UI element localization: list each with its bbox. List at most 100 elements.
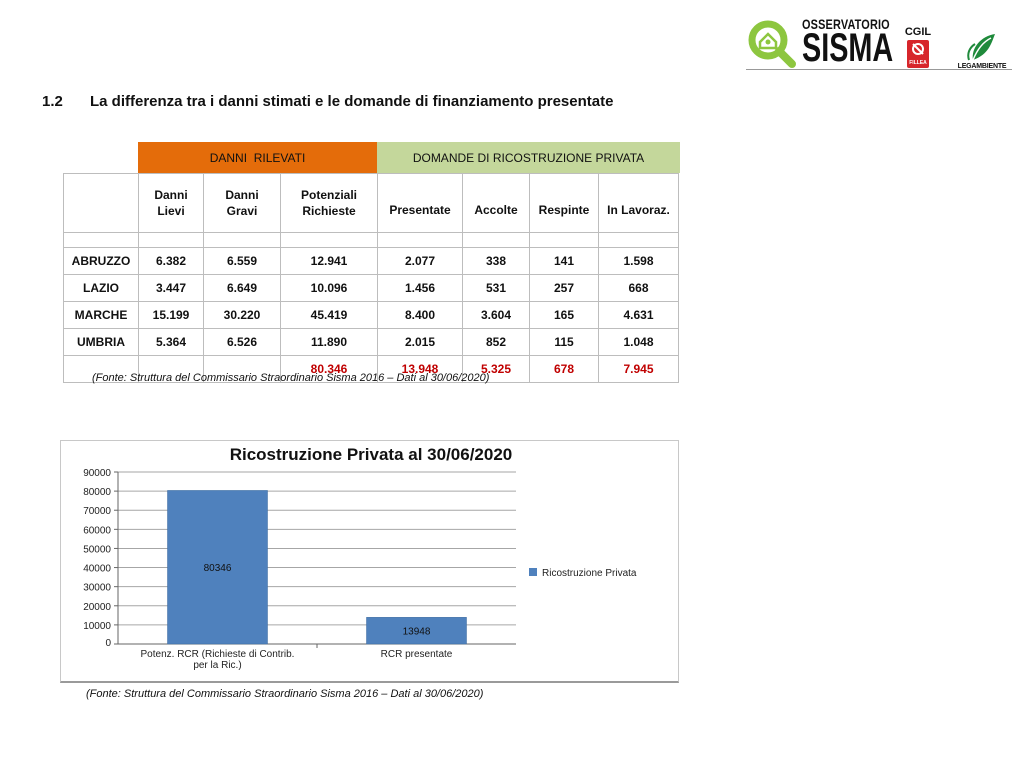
table-cell: 6.526: [203, 328, 281, 356]
header-logos: OSSERVATORIO SISMA CGIL FILLEA LEGAMBIEN…: [746, 12, 1012, 72]
x-category-label: per la Ric.): [193, 660, 241, 671]
table-source-note: (Fonte: Struttura del Commissario Straor…: [92, 372, 490, 384]
column-header: [63, 173, 139, 233]
domande-ricostruzione-header: DOMANDE DI RICOSTRUZIONE PRIVATA: [377, 142, 680, 173]
column-header-label: Danni Gravi: [225, 188, 259, 218]
column-header-presentate: Presentate: [377, 173, 463, 233]
chart-title: Ricostruzione Privata al 30/06/2020: [230, 445, 513, 464]
y-tick-label: 30000: [83, 583, 111, 594]
total-cell: 80.346: [280, 355, 378, 383]
logo-cgil-text: CGIL: [904, 26, 932, 38]
section-title: La differenza tra i danni stimati e le d…: [90, 93, 614, 110]
cgil-symbol-icon: [912, 43, 924, 55]
logo-sisma-text: SISMA: [802, 26, 894, 70]
table-cell: 1.598: [598, 247, 679, 275]
y-tick-label: 90000: [83, 468, 111, 479]
table-row-marche: MARCHE 15.199 30.220 45.419 8.400 3.604 …: [63, 301, 679, 329]
logo-legambiente-text: LEGAMBIENTE: [957, 63, 1007, 70]
y-tick-label: 50000: [83, 544, 111, 555]
table-row-lazio: LAZIO 3.447 6.649 10.096 1.456 531 257 6…: [63, 274, 679, 302]
x-category-label: RCR presentate: [381, 649, 453, 660]
region-cell: ABRUZZO: [63, 247, 139, 275]
table-cell: 257: [529, 274, 599, 302]
table-cell: 3.604: [462, 301, 530, 329]
legend-label: Ricostruzione Privata: [542, 568, 637, 579]
region-cell: UMBRIA: [63, 328, 139, 356]
table-cell: 12.941: [280, 247, 378, 275]
cgil-logo: CGIL FILLEA: [901, 26, 935, 70]
y-tick-label: 60000: [83, 525, 111, 536]
ricostruzione-privata-chart: Ricostruzione Privata al 30/06/2020 0 1000…: [83, 445, 637, 671]
y-tick-label: 20000: [83, 602, 111, 613]
table-cell: 45.419: [280, 301, 378, 329]
column-header-potenziali-richieste: Potenziali Richieste: [280, 173, 378, 233]
cgil-flag-icon: [907, 40, 929, 68]
table-cell: 6.649: [203, 274, 281, 302]
column-header-label: Presentate: [389, 203, 451, 217]
logo-fillea-text: FILLEA: [909, 60, 927, 66]
header-divider: [746, 69, 1012, 70]
table-cell: 4.631: [598, 301, 679, 329]
total-cell: [63, 355, 139, 383]
y-tick-label: 80000: [83, 487, 111, 498]
domande-ricostruzione-label: DOMANDE DI RICOSTRUZIONE PRIVATA: [412, 150, 645, 165]
column-header-label: Respinte: [538, 203, 590, 217]
logo-osservatorio-text: OSSERVATORIO: [802, 16, 890, 32]
y-tick-label: 70000: [83, 506, 111, 517]
table-cell: 852: [462, 328, 530, 356]
table-totals-row: 80.346 13.948 5.325 678 7.945: [63, 355, 679, 383]
table-header-row: Danni Lievi Danni Gravi Potenziali Richi…: [63, 173, 679, 233]
total-cell: 13.948: [377, 355, 463, 383]
danni-rilevati-header: DANNI RILEVATI: [138, 142, 377, 173]
table-row-umbria: UMBRIA 5.364 6.526 11.890 2.015 852 115 …: [63, 328, 679, 356]
table-cell: 10.096: [280, 274, 378, 302]
chart-frame: Ricostruzione Privata al 30/06/2020 0 1000…: [60, 440, 679, 683]
osservatorio-magnifier-icon: [748, 20, 796, 68]
total-cell: 678: [529, 355, 599, 383]
legend-swatch: [529, 568, 537, 576]
chart-source-note: (Fonte: Struttura del Commissario Straor…: [86, 688, 484, 700]
table-cell: 6.382: [138, 247, 204, 275]
table-cell: 3.447: [138, 274, 204, 302]
table-cell: 15.199: [138, 301, 204, 329]
legambiente-logo: LEGAMBIENTE: [951, 30, 1013, 72]
table-cell: 2.077: [377, 247, 463, 275]
table-cell: 2.015: [377, 328, 463, 356]
danni-domande-table: Danni Lievi Danni Gravi Potenziali Richi…: [63, 173, 679, 383]
column-header-danni-lievi: Danni Lievi: [138, 173, 204, 233]
table-cell: 1.048: [598, 328, 679, 356]
column-header-in-lavorazione: In Lavoraz.: [598, 173, 679, 233]
table-cell: 8.400: [377, 301, 463, 329]
table-cell: 165: [529, 301, 599, 329]
table-cell: 1.456: [377, 274, 463, 302]
column-header-accolte: Accolte: [462, 173, 530, 233]
region-cell: MARCHE: [63, 301, 139, 329]
bar: [366, 617, 467, 645]
y-tick-label: 10000: [83, 621, 111, 632]
column-header-respinte: Respinte: [529, 173, 599, 233]
total-cell: [138, 355, 204, 383]
column-header-label: Danni Lievi: [154, 188, 188, 218]
region-cell: LAZIO: [63, 274, 139, 302]
column-header-label: Accolte: [474, 203, 518, 217]
column-header-danni-gravi: Danni Gravi: [203, 173, 281, 233]
total-cell: 5.325: [462, 355, 530, 383]
bar: [167, 490, 268, 645]
column-header-label: In Lavoraz.: [607, 203, 670, 217]
section-number: 1.2: [42, 93, 63, 110]
table-cell: 141: [529, 247, 599, 275]
table-cell: 5.364: [138, 328, 204, 356]
table-cell: 6.559: [203, 247, 281, 275]
table-cell: 115: [529, 328, 599, 356]
y-tick-label: 0: [105, 638, 111, 649]
table-spacer-row: [63, 232, 679, 248]
table-cell: 338: [462, 247, 530, 275]
legambiente-leaf-icon: [967, 34, 995, 61]
bar-data-label: 80346: [204, 563, 232, 574]
x-category-label: Potenz. RCR (Richieste di Contrib.: [141, 649, 295, 660]
total-cell: 7.945: [598, 355, 679, 383]
table-cell: 11.890: [280, 328, 378, 356]
danni-rilevati-label: DANNI RILEVATI: [209, 150, 306, 165]
bar-data-label: 13948: [403, 627, 431, 638]
column-header-label: Potenziali Richieste: [300, 188, 357, 218]
